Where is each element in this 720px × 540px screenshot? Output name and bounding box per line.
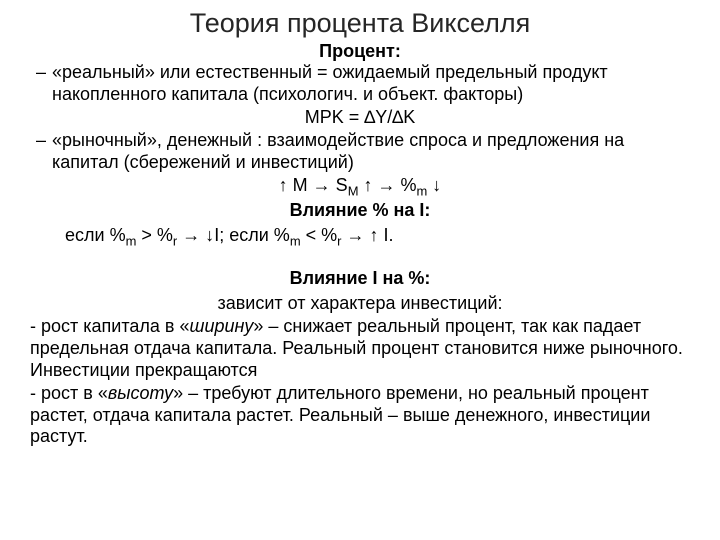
cond-part: > % — [136, 225, 173, 245]
seq-part: ↓ — [427, 175, 441, 195]
arrow-sequence: ↑ M → SM ↑ → %m ↓ — [30, 175, 690, 196]
bullet-text: «реальный» или естественный = ожидаемый … — [52, 62, 690, 105]
cond-part: → ↑ I. — [341, 225, 393, 245]
para-italic: высоту — [108, 383, 173, 403]
seq-sub: m — [417, 184, 428, 199]
para-width: - рост капитала в «ширину» – снижает реа… — [30, 316, 690, 381]
heading-effect-on-pct: Влияние I на %: — [30, 268, 690, 289]
cond-part: < % — [301, 225, 338, 245]
bullet-dash: – — [30, 62, 52, 105]
page-title: Теория процента Викселля — [30, 8, 690, 39]
bullet-item-market: – «рыночный», денежный : взаимодействие … — [30, 130, 690, 173]
formula-mpk: MPK = ∆Y/∆K — [30, 107, 690, 128]
condition-line: если %m > %r → ↓I; если %m < %r → ↑ I. — [30, 225, 690, 246]
seq-part: ↑ M → S — [279, 175, 348, 195]
seq-sub: M — [348, 184, 359, 199]
cond-part: → ↓I; если % — [177, 225, 290, 245]
para-pre: - рост в « — [30, 383, 108, 403]
bullet-dash: – — [30, 130, 52, 173]
heading-effect-on-i: Влияние % на I: — [30, 200, 690, 221]
cond-sub: m — [126, 234, 137, 249]
para-pre: - рост капитала в « — [30, 316, 190, 336]
depends-line: зависит от характера инвестиций: — [30, 293, 690, 314]
heading-percent: Процент: — [30, 41, 690, 62]
cond-sub: m — [290, 234, 301, 249]
para-height: - рост в «высоту» – требуют длительного … — [30, 383, 690, 448]
cond-part: если % — [65, 225, 126, 245]
bullet-text: «рыночный», денежный : взаимодействие сп… — [52, 130, 690, 173]
spacer — [30, 248, 690, 264]
para-italic: ширину — [190, 316, 254, 336]
seq-part: ↑ → % — [358, 175, 416, 195]
bullet-item-real: – «реальный» или естественный = ожидаемы… — [30, 62, 690, 105]
